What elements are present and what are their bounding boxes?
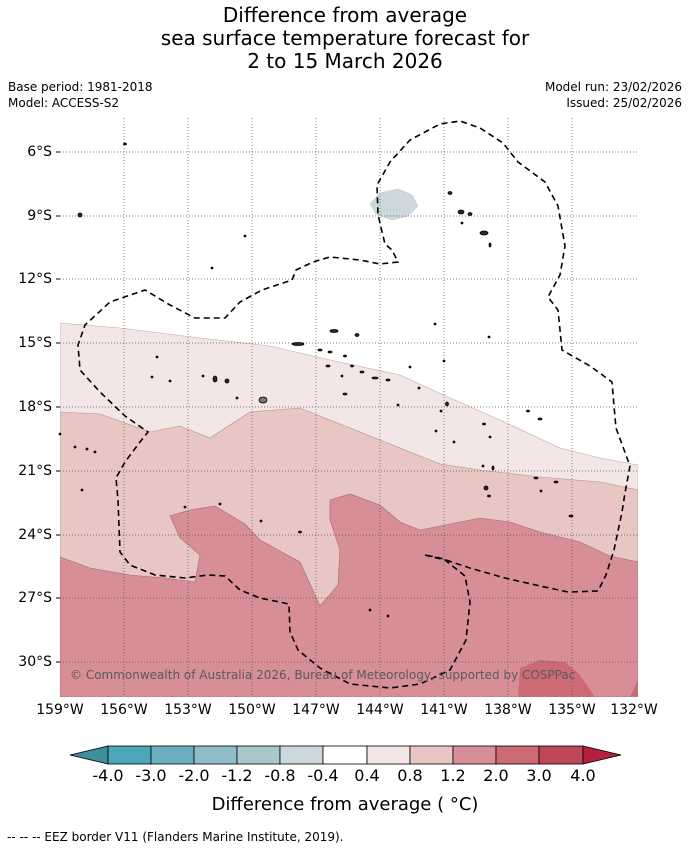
lon-label: 159°W (36, 702, 84, 718)
colorbar-tick: -0.4 (307, 766, 339, 785)
lon-label: 144°W (356, 702, 404, 718)
lon-label: 147°W (292, 702, 340, 718)
copyright-notice: © Commonwealth of Australia 2026, Bureau… (70, 668, 576, 682)
lon-label: 141°W (420, 702, 468, 718)
colorbar-tick: 3.0 (526, 766, 552, 785)
lat-label: 30°S (18, 654, 52, 670)
lat-label: 6°S (27, 144, 52, 160)
lon-label: 135°W (548, 702, 596, 718)
lat-label: 21°S (18, 463, 52, 479)
lat-label: 27°S (18, 590, 52, 606)
colorbar-extend-high (582, 745, 622, 765)
colorbar-tick: 2.0 (483, 766, 509, 785)
lat-label: 9°S (27, 208, 52, 224)
eez-legend-note: -- -- -- EEZ border V11 (Flanders Marine… (7, 830, 344, 844)
colorbar (69, 745, 622, 765)
lat-label: 18°S (18, 399, 52, 415)
issued-date: Issued: 25/02/2026 (566, 96, 682, 110)
title-line-3: 2 to 15 March 2026 (247, 49, 443, 73)
title-line-2: sea surface temperature forecast for (160, 26, 530, 50)
lat-label: 15°S (18, 335, 52, 351)
meta-right: Model run: 23/02/2026 Issued: 25/02/2026 (545, 79, 682, 111)
lat-label: 24°S (18, 527, 52, 543)
anomaly-fill-layer (60, 118, 638, 697)
colorbar-extend-low (69, 745, 109, 765)
meta-left: Base period: 1981-2018 Model: ACCESS-S2 (8, 79, 153, 111)
title-line-1: Difference from average (222, 3, 468, 27)
colorbar-tick: 4.0 (570, 766, 596, 785)
lon-label: 132°W (610, 702, 658, 718)
lon-label: 138°W (484, 702, 532, 718)
lat-ticks (56, 151, 60, 663)
islands (58, 142, 574, 618)
anomaly-band-2.0-3.0 (518, 660, 595, 697)
colorbar-tick: 0.8 (397, 766, 423, 785)
anomaly-band-1.2-2.0 (60, 493, 638, 697)
base-period: Base period: 1981-2018 (8, 80, 153, 94)
lat-label: 12°S (18, 271, 52, 287)
colorbar-tick: 0.4 (354, 766, 380, 785)
model-name: Model: ACCESS-S2 (8, 96, 120, 110)
colorbar-tick: -4.0 (92, 766, 124, 785)
lon-label: 150°W (228, 702, 276, 718)
colorbar-tick: 1.2 (440, 766, 466, 785)
lon-label: 156°W (100, 702, 148, 718)
colorbar-tick: -0.8 (264, 766, 296, 785)
colorbar-title: Difference from average ( °C) (211, 794, 479, 815)
lon-label: 153°W (164, 702, 212, 718)
anomaly-band-2.0-3.0-b (630, 680, 638, 697)
graticule (60, 118, 638, 697)
eez-border (77, 120, 631, 689)
colorbar-tick: -2.0 (178, 766, 210, 785)
colorbar-tick: -3.0 (135, 766, 167, 785)
chart-title: Difference from average sea surface temp… (0, 4, 690, 73)
colorbar-tick: -1.2 (221, 766, 253, 785)
model-run: Model run: 23/02/2026 (544, 80, 682, 94)
